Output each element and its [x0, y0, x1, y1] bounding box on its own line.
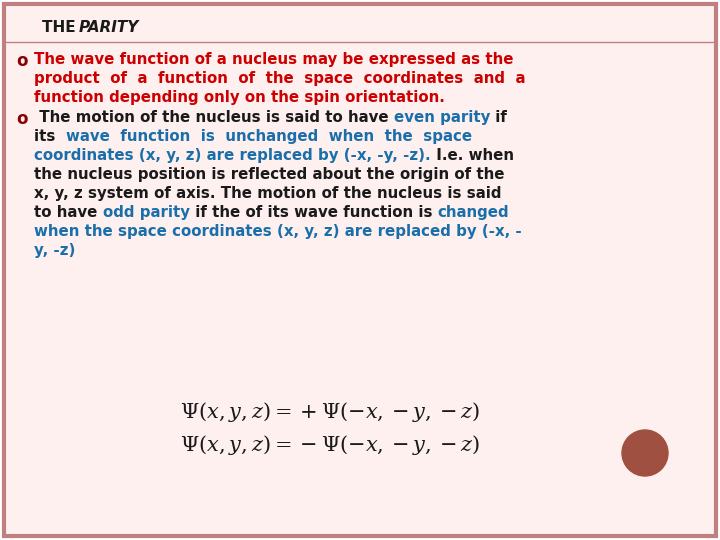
Text: the nucleus position is reflected about the origin of the: the nucleus position is reflected about … — [34, 167, 505, 182]
Text: The motion of the nucleus is said to have: The motion of the nucleus is said to hav… — [34, 110, 394, 125]
Text: even parity: even parity — [394, 110, 490, 125]
Text: o: o — [16, 110, 27, 128]
Text: odd parity: odd parity — [103, 205, 189, 220]
Text: $\Psi(x, y, z)= -\Psi(-x,-y,-z)$: $\Psi(x, y, z)= -\Psi(-x,-y,-z)$ — [180, 433, 480, 457]
Text: THE: THE — [42, 21, 81, 36]
Circle shape — [622, 430, 668, 476]
Text: if: if — [490, 110, 507, 125]
Text: x, y, z system of axis. The motion of the nucleus is said: x, y, z system of axis. The motion of th… — [34, 186, 502, 201]
Text: The wave function of a nucleus may be expressed as the: The wave function of a nucleus may be ex… — [34, 52, 513, 67]
Text: PARITY: PARITY — [79, 21, 139, 36]
Text: coordinates (x, y, z) are replaced by (-x, -y, -z).: coordinates (x, y, z) are replaced by (-… — [34, 148, 431, 163]
Text: if the of its wave function is: if the of its wave function is — [189, 205, 437, 220]
Text: product  of  a  function  of  the  space  coordinates  and  a: product of a function of the space coord… — [34, 71, 526, 86]
Text: o: o — [16, 52, 27, 70]
Text: changed: changed — [437, 205, 509, 220]
Text: y, -z): y, -z) — [34, 243, 76, 258]
Text: to have: to have — [34, 205, 103, 220]
Text: function depending only on the spin orientation.: function depending only on the spin orie… — [34, 90, 445, 105]
Text: I.e. when: I.e. when — [431, 148, 513, 163]
Text: when the space coordinates (x, y, z) are replaced by (-x, -: when the space coordinates (x, y, z) are… — [34, 224, 522, 239]
Text: wave  function  is  unchanged  when  the  space: wave function is unchanged when the spac… — [66, 129, 472, 144]
FancyBboxPatch shape — [4, 4, 716, 536]
Text: $\Psi(x, y, z)= +\Psi(-x,-y,-z)$: $\Psi(x, y, z)= +\Psi(-x,-y,-z)$ — [180, 400, 480, 424]
Text: its: its — [34, 129, 66, 144]
